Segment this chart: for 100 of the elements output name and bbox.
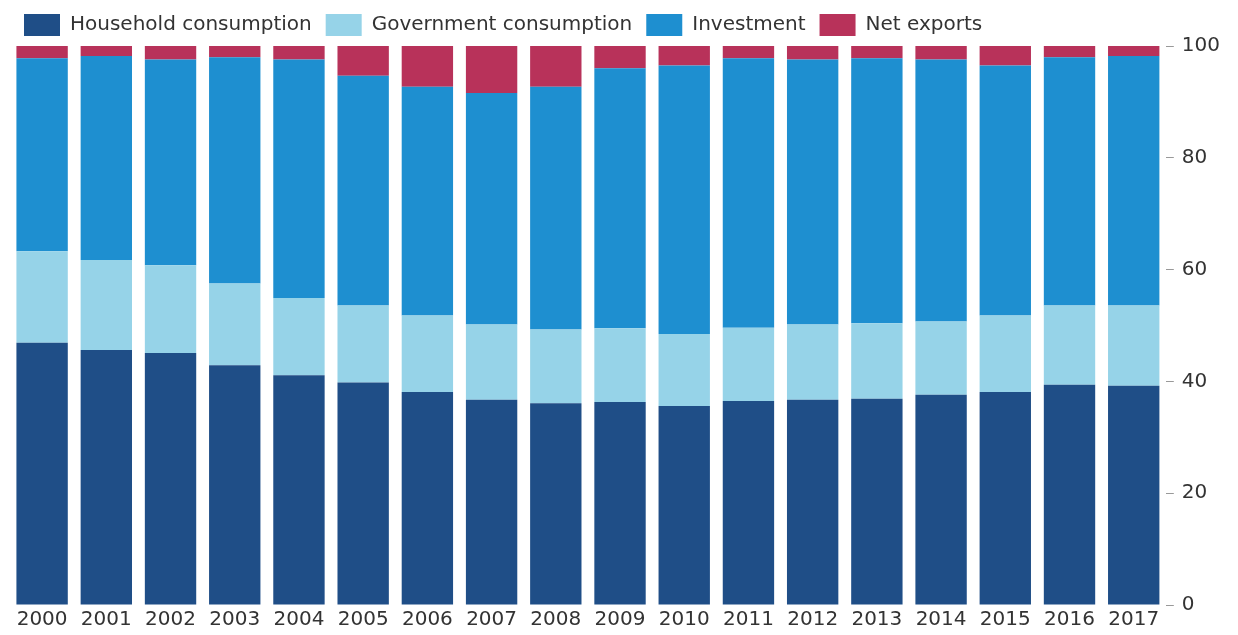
- x-tick-label: 2013: [851, 606, 903, 631]
- bar: [915, 59, 967, 322]
- bar: [658, 333, 710, 406]
- y-tick-label: 40: [1181, 367, 1208, 392]
- bar: [915, 321, 967, 395]
- x-tick-label: 2015: [979, 606, 1031, 631]
- x-tick-label: 2017: [1108, 606, 1160, 631]
- x-tick-label: 2009: [594, 606, 646, 631]
- bar: [401, 86, 454, 316]
- bar: [1043, 305, 1096, 385]
- bar: [273, 46, 325, 60]
- x-tick-label: 2001: [80, 606, 132, 631]
- bar: [465, 92, 518, 325]
- bar: [722, 58, 775, 328]
- bar: [273, 298, 325, 376]
- legend-label: Investment: [692, 11, 806, 36]
- y-tick-label: 20: [1181, 479, 1208, 504]
- x-tick-label: 2010: [658, 606, 710, 631]
- bar: [722, 46, 775, 59]
- bar: [1108, 56, 1160, 306]
- bar: [144, 352, 197, 605]
- bar: [16, 58, 68, 252]
- bar: [979, 46, 1031, 66]
- x-tick-label: 2011: [722, 606, 774, 631]
- bar: [1108, 46, 1160, 57]
- bar: [915, 394, 967, 605]
- bar: [209, 365, 261, 605]
- bar: [337, 46, 389, 76]
- bar: [530, 46, 582, 87]
- bar: [273, 59, 325, 299]
- bar: [337, 75, 389, 306]
- bar: [1043, 57, 1096, 306]
- bar: [401, 315, 454, 393]
- bar: [144, 59, 197, 266]
- bar: [594, 68, 646, 329]
- bar: [658, 46, 710, 66]
- bar: [851, 398, 903, 605]
- bar: [594, 328, 646, 403]
- x-tick-label: 2016: [1044, 606, 1095, 631]
- bar: [80, 350, 132, 605]
- bar: [722, 400, 775, 605]
- bar: [851, 323, 903, 399]
- y-tick-label: 0: [1181, 591, 1195, 616]
- bar: [594, 46, 646, 69]
- bar: [80, 56, 132, 261]
- bar: [273, 375, 325, 605]
- legend-label: Net exports: [865, 11, 983, 36]
- bar: [530, 86, 582, 330]
- x-tick-label: 2014: [915, 606, 967, 631]
- bar: [465, 46, 518, 93]
- bar: [209, 283, 261, 366]
- x-tick-label: 2007: [466, 606, 518, 631]
- legend-label: Government consumption: [371, 11, 633, 36]
- bar: [786, 46, 839, 60]
- bar: [209, 57, 261, 284]
- bar: [979, 65, 1031, 316]
- bar: [530, 329, 582, 404]
- x-tick-label: 2012: [787, 606, 839, 631]
- bar: [1043, 384, 1096, 605]
- bar: [722, 327, 775, 401]
- bar: [979, 392, 1031, 605]
- bar: [465, 399, 518, 605]
- bar: [658, 406, 710, 605]
- bar: [786, 399, 839, 605]
- bar: [594, 402, 646, 605]
- bar: [16, 46, 68, 59]
- bar: [465, 324, 518, 400]
- bar: [209, 46, 261, 58]
- bar: [337, 382, 389, 605]
- x-tick-label: 2005: [337, 606, 389, 631]
- x-tick-label: 2006: [401, 606, 453, 631]
- bar: [851, 46, 903, 59]
- bar: [1043, 46, 1096, 58]
- y-tick-label: 80: [1181, 144, 1208, 168]
- bar: [979, 315, 1031, 393]
- bar: [144, 46, 197, 60]
- bar: [16, 251, 68, 343]
- bar: [16, 342, 68, 605]
- bar: [401, 392, 454, 605]
- bar: [915, 46, 967, 60]
- bar: [1108, 305, 1160, 386]
- y-tick-label: 60: [1181, 255, 1208, 280]
- bar: [786, 324, 839, 400]
- x-tick-label: 2002: [145, 606, 196, 631]
- bar: [337, 305, 389, 383]
- bar: [530, 403, 582, 605]
- bar: [80, 46, 132, 57]
- bar: [80, 260, 132, 351]
- bar: [401, 46, 454, 87]
- bar: [658, 65, 710, 334]
- x-tick-label: 2000: [16, 606, 68, 631]
- y-tick-label: 100: [1181, 32, 1221, 57]
- x-tick-label: 2008: [530, 606, 582, 631]
- x-tick-label: 2004: [273, 606, 325, 631]
- legend-label: Household consumption: [70, 11, 312, 36]
- bar: [851, 58, 903, 324]
- x-tick-label: 2003: [209, 606, 261, 631]
- bar: [786, 59, 839, 325]
- bar: [1108, 385, 1160, 605]
- bar: [144, 265, 197, 353]
